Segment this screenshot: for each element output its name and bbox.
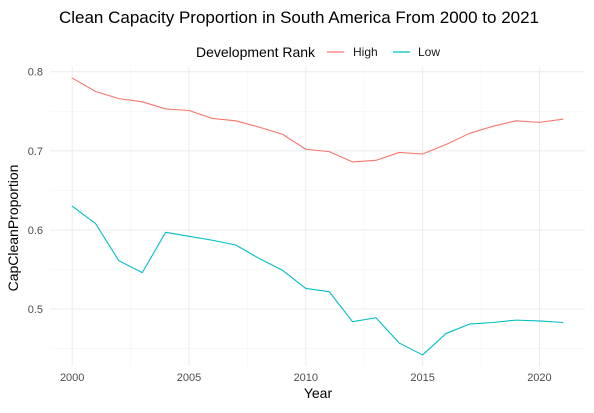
plot-panel <box>50 67 585 366</box>
y-tick-label: 0.5 <box>28 304 43 316</box>
y-axis: 0.5 0.6 0.7 0.8 <box>28 67 43 316</box>
x-tick-label: 2005 <box>177 372 201 384</box>
legend-title: Development Rank <box>196 44 316 60</box>
chart-title: Clean Capacity Proportion in South Ameri… <box>59 8 539 27</box>
y-tick-label: 0.6 <box>28 225 43 237</box>
y-axis-title: CapCleanProportion <box>5 165 21 292</box>
x-tick-label: 2010 <box>294 372 318 384</box>
x-tick-label: 2015 <box>410 372 434 384</box>
x-axis-title: Year <box>304 385 333 401</box>
x-axis: 2000 2005 2010 2015 2020 <box>60 372 552 384</box>
series-layer <box>71 77 564 356</box>
legend: Development Rank High Low <box>196 44 440 60</box>
series-line-low <box>71 205 564 356</box>
y-tick-label: 0.8 <box>28 67 43 79</box>
legend-label-low: Low <box>418 45 440 59</box>
y-tick-label: 0.7 <box>28 146 43 158</box>
grid-minor <box>50 67 585 366</box>
series-line-high <box>71 77 564 163</box>
x-tick-label: 2020 <box>527 372 551 384</box>
x-tick-label: 2000 <box>60 372 84 384</box>
legend-label-high: High <box>353 45 378 59</box>
